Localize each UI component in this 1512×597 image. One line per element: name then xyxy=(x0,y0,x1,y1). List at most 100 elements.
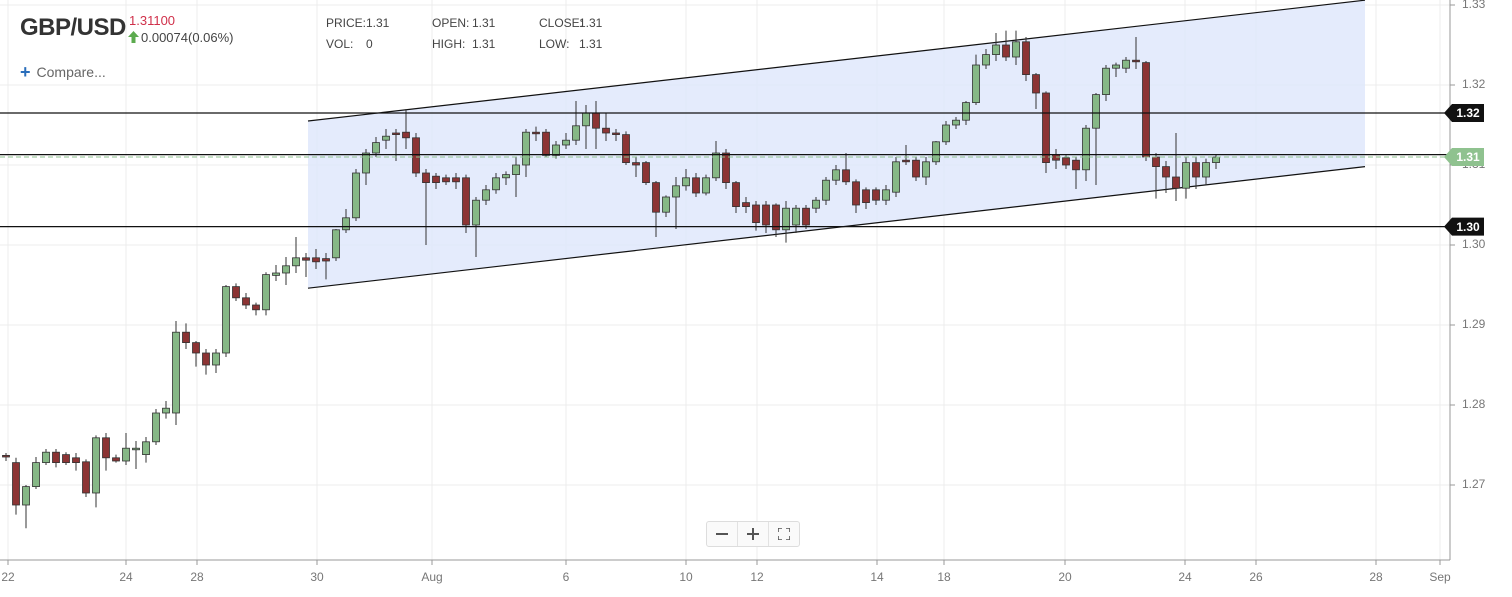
candle-body xyxy=(782,207,790,231)
candle-body xyxy=(852,181,860,206)
x-tick-label: Aug xyxy=(421,570,442,584)
y-tick-label: 1.30 xyxy=(1462,237,1486,251)
candle-body xyxy=(92,437,100,494)
candle-body xyxy=(742,202,750,208)
stat-label: OPEN: xyxy=(432,16,470,30)
stat-value: 1.31 xyxy=(579,37,603,51)
candle-body xyxy=(402,131,410,139)
candle-body xyxy=(492,177,500,191)
candle-body xyxy=(1072,159,1080,171)
candle-body xyxy=(102,437,110,459)
candle-body xyxy=(942,124,950,143)
candle-body xyxy=(72,457,80,463)
candle-body xyxy=(382,135,390,141)
candle-body xyxy=(982,54,990,66)
x-tick-label: 24 xyxy=(119,570,133,584)
candle-body xyxy=(732,182,740,208)
candle-body xyxy=(712,152,720,179)
candle-body xyxy=(1032,74,1040,94)
x-tick-label: 10 xyxy=(679,570,693,584)
candle-body xyxy=(532,131,540,135)
candle-body xyxy=(52,451,60,464)
candle-body xyxy=(892,161,900,193)
candle-body xyxy=(122,447,130,462)
candle-body xyxy=(792,207,800,226)
candle-body xyxy=(1022,41,1030,75)
candle-body xyxy=(822,179,830,201)
last-price-label: 1.31 xyxy=(1456,150,1480,164)
fullscreen-button[interactable] xyxy=(769,522,799,546)
level-tag xyxy=(1444,104,1484,122)
candle-body xyxy=(682,177,690,187)
zoom-in-button[interactable] xyxy=(738,522,769,546)
candle-body xyxy=(1212,156,1220,163)
y-tick-label: 1.27 xyxy=(1462,477,1486,491)
symbol: GBP/USD xyxy=(20,14,126,41)
candle-body xyxy=(922,161,930,178)
candle-body xyxy=(1132,59,1140,63)
up-arrow-icon xyxy=(128,31,139,43)
last-price-tag xyxy=(1444,148,1484,166)
x-tick-label: Sep xyxy=(1429,570,1451,584)
candle-body xyxy=(752,204,760,224)
candle-body xyxy=(562,139,570,146)
candle-body xyxy=(652,182,660,213)
candle-body xyxy=(802,207,810,226)
candle-body xyxy=(232,286,240,299)
candle-body xyxy=(1082,127,1090,171)
candle-body xyxy=(1112,64,1120,69)
y-tick-label: 1.29 xyxy=(1462,317,1486,331)
zoom-controls xyxy=(706,521,800,547)
zoom-out-button[interactable] xyxy=(707,522,738,546)
channel-line xyxy=(307,0,1366,122)
x-tick-label: 30 xyxy=(310,570,324,584)
candle-body xyxy=(812,199,820,209)
candle-body xyxy=(1092,94,1100,129)
candle-body xyxy=(772,204,780,231)
candle-body xyxy=(962,102,970,121)
candle-body xyxy=(62,454,70,464)
candle-body xyxy=(172,331,180,414)
level-label: 1.30 xyxy=(1456,220,1480,234)
candle-body xyxy=(872,189,880,201)
candle-body xyxy=(432,175,440,183)
candle-body xyxy=(462,177,470,226)
compare-button[interactable]: + Compare... xyxy=(20,62,106,82)
candle-body xyxy=(972,64,980,103)
channel-area xyxy=(308,0,1365,289)
candle-body xyxy=(442,177,450,183)
candle-body xyxy=(392,132,400,135)
candle-body xyxy=(452,177,460,183)
stat-value: 1.31 xyxy=(579,16,603,30)
candle-body xyxy=(302,257,310,261)
candle-body xyxy=(2,454,10,458)
last-price: 1.31100 xyxy=(129,13,176,28)
candle-body xyxy=(272,272,280,276)
level-tag xyxy=(1444,217,1484,236)
candle-body xyxy=(692,177,700,194)
candle-body xyxy=(82,461,90,494)
candle-body xyxy=(1122,59,1130,69)
candle-body xyxy=(202,352,210,366)
stat-value: 1.31 xyxy=(472,16,496,30)
candle-body xyxy=(292,257,300,267)
candle-body xyxy=(162,407,170,414)
candle-body xyxy=(112,457,120,462)
candle-body xyxy=(132,447,140,451)
stat-value: 0 xyxy=(366,37,373,51)
candle-body xyxy=(912,159,920,178)
candle-body xyxy=(702,177,710,194)
candle-body xyxy=(12,462,20,506)
minus-icon xyxy=(716,533,728,535)
stat-value: 1.31 xyxy=(366,16,390,30)
y-tick-label: 1.32 xyxy=(1462,77,1486,91)
candle-body xyxy=(662,196,670,213)
candle-body xyxy=(422,172,430,183)
x-tick-label: 24 xyxy=(1178,570,1192,584)
candle-body xyxy=(902,159,910,163)
candle-body xyxy=(722,152,730,184)
candle-body xyxy=(952,119,960,126)
candle-body xyxy=(22,486,30,506)
candle-body xyxy=(212,352,220,366)
